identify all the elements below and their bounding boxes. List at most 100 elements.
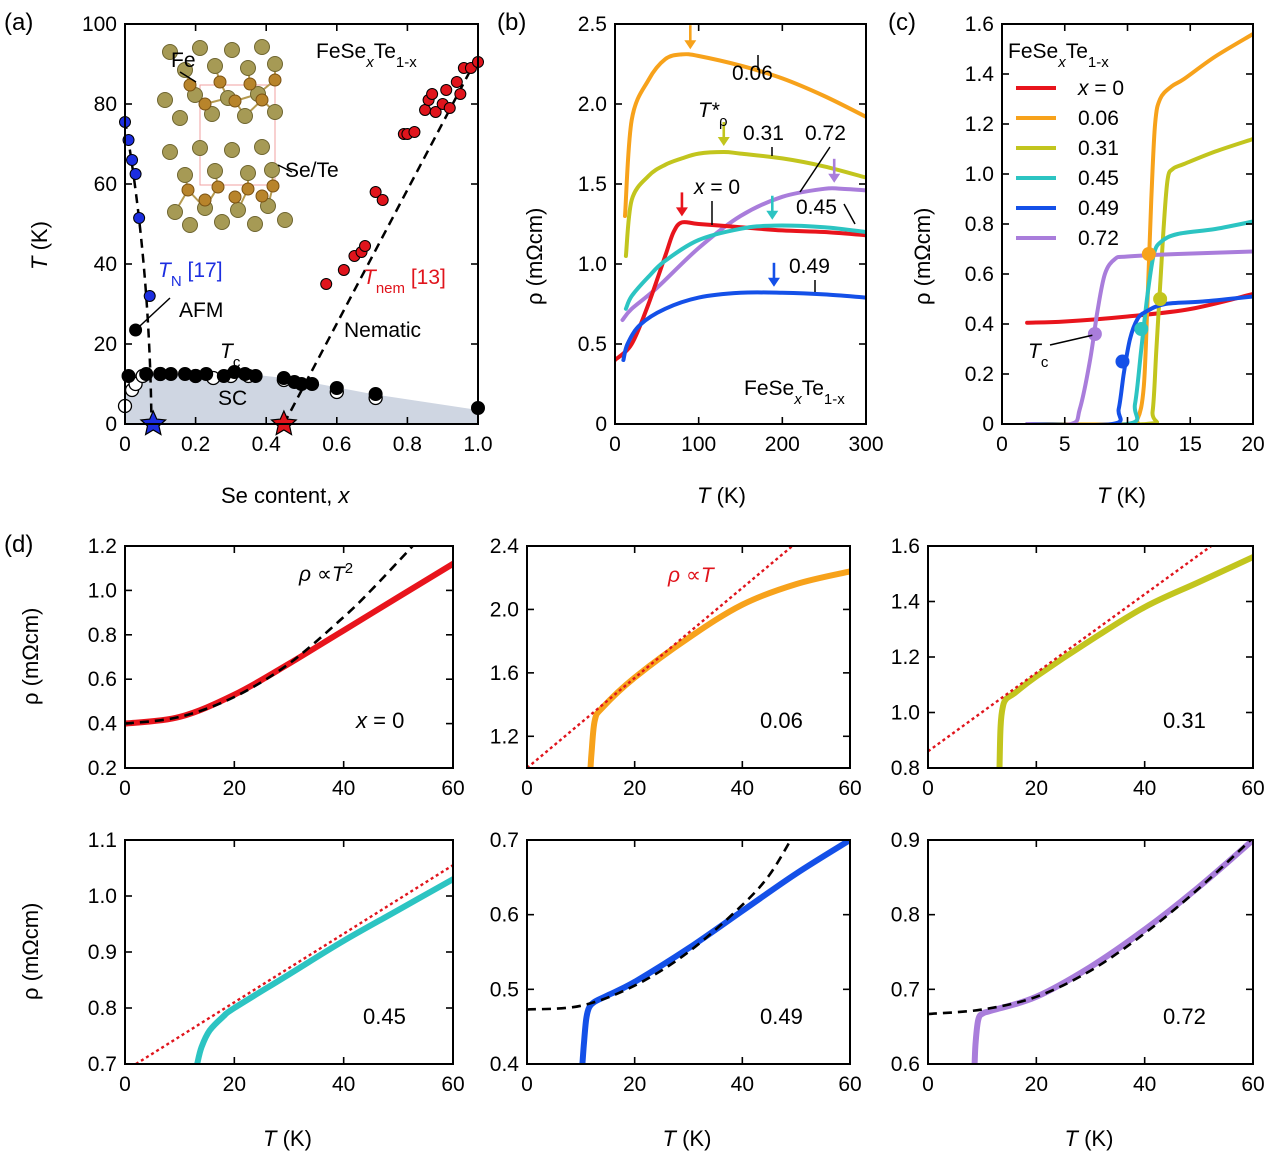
panel-d1-ytick-label: 0.8: [88, 624, 117, 647]
panel-d4-ytick-label: 0.8: [88, 997, 117, 1020]
panel-d1-sample-label: x = 0: [355, 708, 404, 733]
fe-atom: [211, 180, 225, 194]
panel-c-curve-0_72: [1025, 249, 1253, 424]
panel-d5-ytick-label: 0.6: [490, 904, 519, 927]
se-te-atom: [157, 92, 173, 108]
se-te-atom: [264, 162, 280, 178]
tnem-point: [408, 126, 421, 138]
leader-0_45: [843, 203, 856, 225]
tstar-arrow-0_72-head: [828, 173, 841, 183]
se-te-atom: [192, 40, 208, 56]
panel-c-curve-0_45: [1025, 219, 1253, 424]
panel-c-xtick-label: 10: [1116, 433, 1139, 456]
se-te-atom: [172, 110, 188, 126]
panel-a-xtick-label: 0: [119, 433, 131, 456]
panel-b-label-0: x = 0: [693, 176, 740, 199]
panel-d3-xtick-label: 60: [1241, 777, 1264, 800]
panel-b-xtick-label: 200: [765, 433, 800, 456]
legend-label-0_31: 0.31: [1078, 137, 1119, 160]
panel-c-ytick-label: 1.0: [965, 163, 994, 186]
se-te-atom: [230, 202, 246, 218]
se-te-atom: [277, 212, 293, 228]
panel-d4-xtick-label: 0: [119, 1073, 131, 1096]
panel-a-frame: [124, 23, 479, 425]
panel-d5-xtick-label: 20: [623, 1073, 646, 1096]
panel-c-tc-label: Tc: [1028, 340, 1049, 371]
panel-b-label-0_06: 0.06: [732, 62, 773, 85]
fe-atom: [255, 93, 269, 107]
panel-d4-ylabel: ρ (mΩcm): [18, 903, 43, 1000]
tc-marker-0_72: [1087, 327, 1102, 341]
panel-b-curve-0: [615, 219, 866, 362]
nematic-label: Nematic: [344, 319, 421, 342]
panel-b-curve-0_06: [623, 52, 866, 218]
panel-d3-sample-label: 0.31: [1163, 708, 1206, 733]
panel-d4-ytick-label: 0.9: [88, 941, 117, 964]
panel-c-xlabel: T (K): [1097, 483, 1146, 508]
tstar-label: T*ρ: [698, 99, 728, 130]
tn-point: [126, 154, 139, 166]
panel-d6-ytick-label: 0.8: [891, 904, 920, 927]
panel-c-ytick-label: 1.6: [965, 13, 994, 36]
se-te-atom: [267, 56, 283, 72]
fe-atom: [228, 190, 242, 204]
panel-d1-ytick-label: 0.2: [88, 757, 117, 780]
panel-d2-xtick-label: 60: [838, 777, 861, 800]
tnem-point: [320, 278, 333, 290]
fe-atom: [213, 75, 227, 89]
tc-filled-point: [121, 369, 136, 383]
tstar-arrow-0_31-head: [717, 137, 730, 146]
tnem-point: [376, 194, 389, 206]
tc-filled-point: [163, 367, 178, 381]
tn-point: [133, 212, 146, 224]
tstar-arrow-0-head: [675, 207, 688, 217]
panel-b-ytick-label: 0: [595, 413, 607, 436]
fe-atom: [266, 179, 280, 193]
panel-d3-linear-fit: [928, 546, 1214, 753]
tn-label: TN [17]: [158, 259, 223, 290]
panel-d2-ytick-label: 1.6: [490, 662, 519, 685]
se-te-atom: [224, 42, 240, 58]
panel-d5-xlabel: T (K): [663, 1126, 712, 1151]
fe-leader: [179, 71, 197, 83]
panel-d6-ytick-label: 0.6: [891, 1053, 920, 1076]
legend-label-0: x = 0: [1077, 77, 1124, 100]
panel-c-curve-0_31: [1025, 137, 1253, 424]
fe-atom: [241, 182, 255, 196]
panel-d1-ytick-label: 0.4: [88, 713, 118, 736]
panel-d4-sample-label: 0.45: [363, 1004, 406, 1029]
tc-filled-point: [329, 381, 344, 395]
tc-filled-point: [139, 367, 154, 381]
tnem-point: [359, 240, 372, 252]
panel-b-xlabel: T (K): [697, 483, 746, 508]
tnem-label: Tnem [13]: [363, 266, 446, 297]
legend-label-0_72: 0.72: [1078, 227, 1119, 250]
panel-d1-ylabel: ρ (mΩcm): [18, 608, 43, 705]
tnem-point: [337, 264, 350, 276]
panel-d5-ytick-label: 0.4: [490, 1053, 520, 1076]
panel-d1-ytick-label: 1.0: [88, 579, 117, 602]
panel-d2-data-curve: [587, 568, 850, 768]
qcp-nematic-star: [270, 409, 298, 436]
fe-atom: [268, 73, 282, 87]
se-te-atom: [207, 163, 223, 179]
panel-a-xtick-label: 1.0: [463, 433, 492, 456]
panel-c-ylabel: ρ (mΩcm): [910, 208, 935, 305]
panel-c-xtick-label: 0: [996, 433, 1008, 456]
panel-c-compound: FeSexTe1-x: [1008, 40, 1109, 71]
panel-d4-linear-fit: [135, 864, 453, 1064]
panel-d6-quadratic-fit: [928, 840, 1253, 1016]
panel-b-ytick-label: 1.0: [578, 253, 607, 276]
tnem-point: [369, 186, 382, 198]
qcp-afm-star: [139, 409, 168, 436]
panel-d2-ytick-label: 2.4: [490, 535, 520, 558]
tc-marker-0_31: [1153, 292, 1168, 306]
panel-d6-frame: [927, 839, 1254, 1065]
panel-a-ytick-label: 40: [94, 253, 117, 276]
panel-d4-ytick-label: 1.1: [88, 829, 117, 852]
panel-d3-xtick-label: 20: [1025, 777, 1048, 800]
tc-marker-0_49: [1115, 354, 1130, 369]
panel-d4-xtick-label: 60: [441, 1073, 464, 1096]
legend-label-0_06: 0.06: [1078, 107, 1119, 130]
fe-label: Fe: [171, 49, 196, 72]
